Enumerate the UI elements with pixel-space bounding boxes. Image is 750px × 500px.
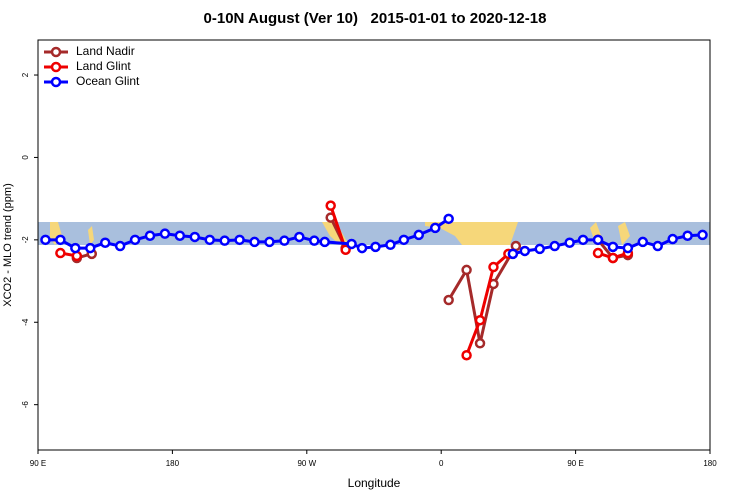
- point: [234, 234, 245, 246]
- point: [534, 243, 546, 255]
- point: [114, 240, 126, 252]
- point: [549, 240, 560, 252]
- point: [488, 261, 499, 273]
- point: [204, 234, 215, 246]
- y-tick-label: -6: [21, 401, 30, 409]
- point: [174, 230, 186, 241]
- point: [249, 236, 260, 248]
- point: [519, 245, 531, 257]
- x-tick-label: 90 W: [297, 459, 316, 468]
- point: [652, 240, 663, 252]
- point: [507, 248, 519, 260]
- legend-label: Land Glint: [76, 59, 131, 73]
- legend-marker: [50, 76, 62, 88]
- point: [370, 241, 381, 253]
- point: [144, 230, 156, 241]
- chart-title: 0-10N August (Ver 10) 2015-01-01 to 2020…: [204, 10, 547, 27]
- point: [429, 222, 441, 234]
- legend-label: Ocean Glint: [76, 74, 140, 88]
- plot-frame: [37, 39, 711, 451]
- point: [340, 244, 351, 255]
- point: [159, 228, 171, 239]
- land: [88, 226, 94, 245]
- point: [294, 231, 305, 243]
- point: [129, 234, 141, 246]
- x-tick-label: 180: [703, 459, 717, 468]
- point: [474, 314, 486, 326]
- x-tick-label: 180: [166, 459, 180, 468]
- point: [564, 237, 575, 248]
- x-tick-label: 90 E: [30, 459, 46, 468]
- point: [413, 229, 425, 241]
- point: [309, 235, 320, 246]
- point: [622, 242, 634, 254]
- legend-marker: [50, 61, 62, 73]
- point: [346, 238, 357, 250]
- y-tick-label: -2: [21, 236, 30, 244]
- point: [385, 239, 396, 251]
- x-tick-label: 0: [439, 459, 444, 468]
- series-line: [60, 205, 629, 356]
- y-tick-label: -4: [21, 318, 30, 326]
- point: [55, 247, 66, 259]
- legend-marker: [50, 46, 62, 58]
- point: [461, 264, 472, 276]
- legend-label: Land Nadir: [76, 44, 135, 58]
- point: [592, 247, 604, 259]
- point: [667, 233, 678, 245]
- point: [637, 236, 649, 248]
- point: [189, 231, 201, 243]
- point: [443, 294, 454, 306]
- point: [682, 230, 693, 241]
- point: [70, 242, 81, 254]
- land: [425, 222, 518, 245]
- point: [279, 235, 290, 246]
- point: [398, 234, 410, 246]
- point: [356, 242, 368, 254]
- point: [99, 237, 111, 248]
- point: [85, 242, 96, 254]
- point: [443, 213, 454, 225]
- x-tick-label: 90 E: [567, 459, 583, 468]
- land: [618, 222, 630, 245]
- point: [325, 200, 336, 211]
- y-tick-label: 2: [21, 72, 30, 77]
- series-line: [76, 216, 629, 344]
- y-tick-label: 0: [21, 155, 30, 160]
- y-axis-label: XCO2 - MLO trend (ppm): [2, 183, 14, 306]
- point: [592, 234, 604, 246]
- point: [607, 252, 619, 264]
- x-axis-label: Longitude: [348, 476, 401, 490]
- point: [219, 235, 230, 246]
- point: [607, 241, 619, 253]
- point: [577, 234, 589, 246]
- point: [319, 236, 330, 248]
- point: [474, 338, 486, 349]
- point: [40, 234, 51, 246]
- point: [697, 229, 708, 241]
- point: [264, 236, 275, 248]
- point: [55, 234, 66, 246]
- point: [461, 349, 472, 361]
